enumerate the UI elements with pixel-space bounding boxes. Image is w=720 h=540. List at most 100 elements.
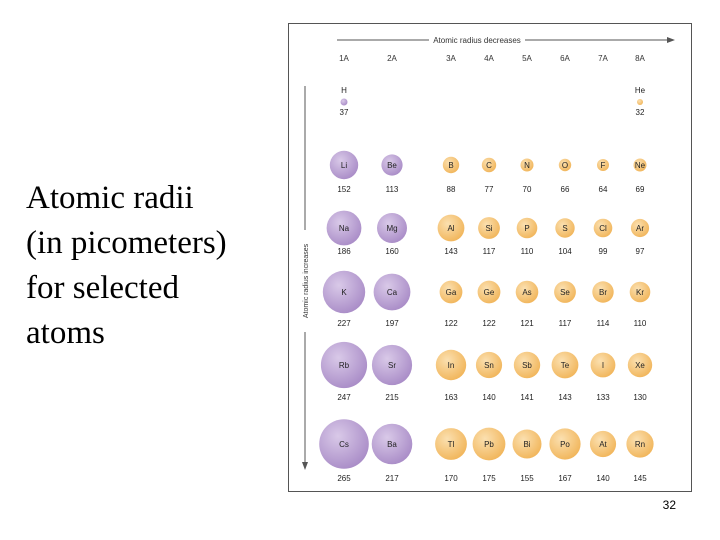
atom-radius-value: 143 xyxy=(444,247,458,256)
atom-sphere xyxy=(373,273,411,311)
atom-be: Be 113 xyxy=(381,154,403,194)
atom-rn: Rn 145 xyxy=(626,430,654,483)
atom-radius-value: 143 xyxy=(558,393,572,402)
group-labels: 1A 2A 3A 4A 5A 6A 7A 8A xyxy=(339,54,645,63)
atom-radius-value: 217 xyxy=(385,474,399,483)
atom-sphere xyxy=(513,351,541,379)
atom-radius-value: 117 xyxy=(559,319,572,328)
atom-symbol: Br xyxy=(599,288,607,297)
atom-symbol: Ca xyxy=(387,288,398,297)
atom-sphere xyxy=(435,349,467,381)
group-label: 1A xyxy=(339,54,349,63)
atom-sphere xyxy=(630,218,650,238)
atom-radius-value: 88 xyxy=(447,185,456,194)
atom-o: O 66 xyxy=(558,158,572,194)
atom-symbol: Ga xyxy=(446,288,457,297)
atom-radius-value: 104 xyxy=(558,247,572,256)
atom-sphere xyxy=(478,217,500,239)
atom-symbol: Xe xyxy=(635,361,645,370)
atom-sphere xyxy=(590,352,616,378)
side-arrow-label: Atomic radius increases xyxy=(303,243,310,318)
atom-pb: Pb 175 xyxy=(472,427,506,483)
atom-sphere xyxy=(589,430,617,458)
top-arrow-label-bg xyxy=(429,34,525,46)
atom-radius-value: 114 xyxy=(597,319,610,328)
group-label: 4A xyxy=(484,54,494,63)
atom-symbol: Si xyxy=(485,224,492,233)
caption-line: (in picometers) xyxy=(26,225,227,261)
group-label: 5A xyxy=(522,54,532,63)
atom-sphere xyxy=(481,157,497,173)
atom-mg: Mg 160 xyxy=(377,213,407,256)
atom-sphere xyxy=(626,430,654,458)
atom-al: Al 143 xyxy=(437,214,465,256)
atom-sphere xyxy=(592,281,614,303)
atom-sphere xyxy=(520,158,534,172)
atom-symbol: B xyxy=(448,161,453,170)
atom-sphere xyxy=(593,218,613,238)
group-label: 2A xyxy=(387,54,397,63)
atom-symbol: Li xyxy=(341,161,347,170)
atom-na: Na 186 xyxy=(326,210,362,256)
atom-n: N 70 xyxy=(520,158,534,194)
atom-sphere xyxy=(633,158,647,172)
atom-symbol: Mg xyxy=(386,224,397,233)
atom-sphere xyxy=(442,156,460,174)
atom-sb: Sb 141 xyxy=(513,351,541,402)
atom-radius-value: 141 xyxy=(520,393,534,402)
atom-symbol: Rn xyxy=(635,440,645,449)
atom-tl: Tl 170 xyxy=(435,428,467,483)
atom-po: Po 167 xyxy=(549,428,581,483)
atom-sphere xyxy=(437,214,465,242)
atom-sphere xyxy=(554,281,576,303)
atom-sphere xyxy=(637,99,643,105)
atom-sphere xyxy=(475,351,503,379)
atom-symbol: Pb xyxy=(484,440,494,449)
atom-symbol: He xyxy=(635,86,646,95)
atom-symbol: Kr xyxy=(636,288,644,297)
atom-p: P 110 xyxy=(516,217,538,256)
atom-symbol: C xyxy=(486,161,492,170)
atom-sphere xyxy=(435,428,467,460)
atom-kr: Kr 110 xyxy=(629,281,651,328)
atomic-radii-diagram: Atomic radius decreases Atomic radius in… xyxy=(299,34,675,483)
atom-radius-value: 110 xyxy=(521,247,534,256)
atom-s: S 104 xyxy=(555,218,575,256)
atom-radius-value: 121 xyxy=(520,319,534,328)
atom-radius-value: 167 xyxy=(558,474,572,483)
atom-symbol: Se xyxy=(560,288,570,297)
atom-ge: Ge 122 xyxy=(477,280,501,328)
atom-at: At 140 xyxy=(589,430,617,483)
atom-ne: Ne 69 xyxy=(633,158,647,194)
atom-radius-value: 197 xyxy=(385,319,399,328)
atom-in: In 163 xyxy=(435,349,467,402)
atom-radius-value: 69 xyxy=(636,185,645,194)
atom-te: Te 143 xyxy=(551,351,579,402)
atom-symbol: Ar xyxy=(636,224,644,233)
atom-sphere xyxy=(477,280,501,304)
atom-sphere xyxy=(551,351,579,379)
atom-symbol: Na xyxy=(339,224,350,233)
atom-sphere xyxy=(558,158,572,172)
slide-number: 32 xyxy=(662,498,676,512)
atom-symbol: O xyxy=(562,161,568,170)
atom-radius-value: 37 xyxy=(340,108,349,117)
atom-sphere xyxy=(472,427,506,461)
atom-sphere xyxy=(439,280,463,304)
atom-radius-value: 66 xyxy=(561,185,570,194)
atom-sphere xyxy=(627,352,653,378)
top-arrow-label: Atomic radius decreases xyxy=(433,36,521,45)
atomic-radii-figure: Atomic radius decreases Atomic radius in… xyxy=(288,23,692,492)
atom-as: As 121 xyxy=(515,280,539,328)
atom-symbol: Ne xyxy=(635,161,646,170)
atom-radius-value: 247 xyxy=(337,393,351,402)
atom-k: K 227 xyxy=(322,270,366,328)
atom-si: Si 117 xyxy=(478,217,500,256)
atom-symbol: Ba xyxy=(387,440,397,449)
atom-symbol: I xyxy=(602,361,604,370)
side-arrow-head xyxy=(302,462,308,470)
atom-he: He 32 xyxy=(635,86,646,117)
atom-sphere xyxy=(319,419,369,469)
atom-sr: Sr 215 xyxy=(371,344,413,402)
atom-symbol: F xyxy=(601,161,606,170)
